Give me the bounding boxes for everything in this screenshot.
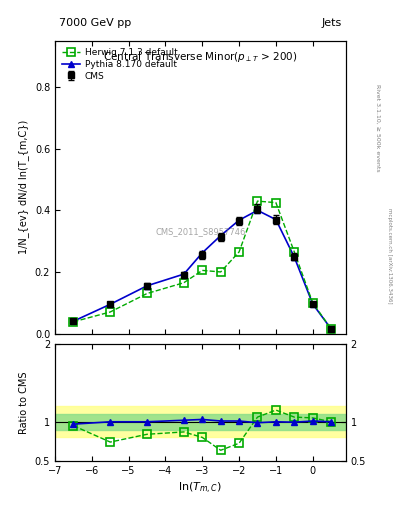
Pythia 8.170 default [182,271,186,277]
Legend: Herwig 7.1.3 default, Pythia 8.170 default, CMS: Herwig 7.1.3 default, Pythia 8.170 defau… [59,46,180,83]
Herwig 7.1.3 default [329,326,334,332]
Pythia 8.170 default [200,250,205,256]
Herwig 7.1.3 default [145,290,149,296]
X-axis label: $\ln(T_{m,C})$: $\ln(T_{m,C})$ [178,481,222,496]
Pythia 8.170 default [255,207,260,214]
Pythia 8.170 default [329,326,334,332]
Pythia 8.170 default [292,254,297,260]
Herwig 7.1.3 default [200,267,205,273]
Text: CMS_2011_S8957746: CMS_2011_S8957746 [155,227,246,236]
Text: mcplots.cern.ch [arXiv:1306.3436]: mcplots.cern.ch [arXiv:1306.3436] [387,208,391,304]
Herwig 7.1.3 default [108,309,113,315]
Line: Herwig 7.1.3 default: Herwig 7.1.3 default [69,197,335,333]
Herwig 7.1.3 default [274,200,278,206]
Herwig 7.1.3 default [310,300,315,306]
Pythia 8.170 default [237,217,241,223]
Y-axis label: 1/N_{ev} dN/d ln(T_{m,C}): 1/N_{ev} dN/d ln(T_{m,C}) [18,120,29,254]
Pythia 8.170 default [274,217,278,223]
Herwig 7.1.3 default [255,198,260,204]
Y-axis label: Ratio to CMS: Ratio to CMS [19,371,29,434]
Text: Central Transverse Minor($p_{\perp T}$ > 200): Central Transverse Minor($p_{\perp T}$ >… [103,50,298,63]
Text: 7000 GeV pp: 7000 GeV pp [59,18,131,28]
Bar [55,406,346,437]
Text: Rivet 3.1.10, ≥ 500k events: Rivet 3.1.10, ≥ 500k events [375,84,380,172]
Herwig 7.1.3 default [237,249,241,255]
Herwig 7.1.3 default [71,319,76,325]
Herwig 7.1.3 default [182,280,186,286]
Herwig 7.1.3 default [292,249,297,255]
Bar [55,414,346,430]
Pythia 8.170 default [108,301,113,307]
Line: Pythia 8.170 default: Pythia 8.170 default [70,207,334,332]
Pythia 8.170 default [219,232,223,239]
Pythia 8.170 default [71,318,76,324]
Pythia 8.170 default [310,301,315,307]
Herwig 7.1.3 default [219,269,223,275]
Text: Jets: Jets [321,18,342,28]
Pythia 8.170 default [145,283,149,289]
